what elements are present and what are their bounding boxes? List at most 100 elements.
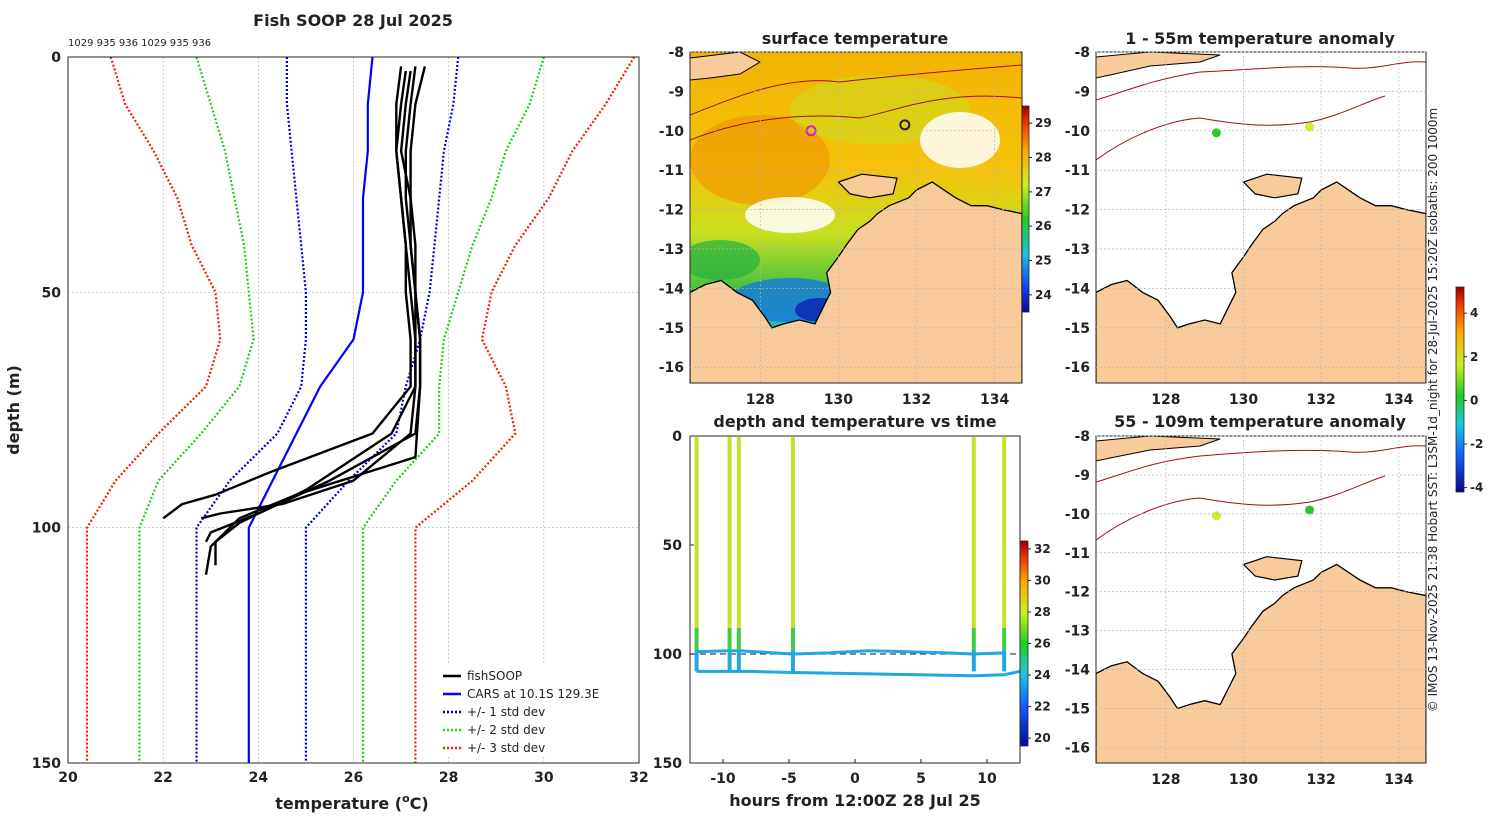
map-lat-tick-label: -12 [659, 203, 684, 219]
fishsoop-profile-5 [214, 66, 417, 566]
anom-deep-isobath-200 [1096, 475, 1386, 541]
sst-colorbar-label: 24 [1035, 288, 1052, 302]
cars-climatology-line [247, 57, 374, 763]
map-lon-tick-label: 128 [1151, 392, 1180, 408]
sst-cloud-patch-east [920, 112, 1000, 168]
anom-shallow-ticks: 128 130 132 134 -8 -9 -10 -11 -12 -13 -14 -15 -16 [1065, 45, 1426, 408]
depth-time-colorbar [1019, 540, 1029, 747]
sst-colorbar [1021, 105, 1030, 313]
anom-deep-land [1096, 563, 1426, 763]
map-lat-tick-label: -13 [659, 242, 684, 258]
depth-time-colorbar-label: 22 [1034, 700, 1051, 714]
profile-title: Fish SOOP 28 Jul 2025 [253, 11, 453, 30]
map-lon-tick-label: 130 [1229, 392, 1258, 408]
depth-time-colorbar-label: 24 [1034, 668, 1051, 682]
depth-time-ytick-label: 0 [672, 429, 682, 445]
profile-xtick-label: 26 [344, 770, 363, 786]
depth-time-colorbar-ticks: 20 22 24 26 28 30 32 [1028, 542, 1051, 745]
map-lon-tick-label: 134 [1384, 392, 1413, 408]
sst-map-panel: surface temperature 128 130 132 134 -8 -9 -10 -… [659, 29, 1052, 408]
map-lat-tick-label: -10 [1065, 124, 1091, 140]
std3-plus-line [414, 57, 636, 763]
depth-time-xtick-label: -10 [710, 771, 736, 787]
sst-land [690, 181, 1022, 383]
map-lat-tick-label: -11 [1065, 163, 1090, 179]
legend-label-std2: +/- 2 std dev [467, 723, 545, 737]
map-lat-tick-label: -11 [1065, 546, 1090, 562]
side-credit: © IMOS 13-Nov-2025 21:38 Hobart SST: L3S… [1426, 108, 1440, 712]
profile-top-labels: 1029 935 936 1029 935 936 [68, 38, 211, 49]
anom-colorbar-label: 4 [1470, 306, 1478, 320]
profile-legend: fishSOOP CARS at 10.1S 129.3E +/- 1 std … [437, 663, 633, 757]
map-island [1242, 556, 1303, 581]
fishsoop-profile-4 [162, 70, 412, 520]
anom-shallow-isobath-1000 [1096, 61, 1426, 101]
depth-time-xtick-label: 5 [916, 771, 926, 787]
depth-time-ytick-label: 150 [653, 756, 682, 772]
profile-grid [68, 57, 639, 763]
sst-cloud-patch [745, 197, 835, 233]
anom-deep-marker-west [1211, 511, 1221, 521]
anom-deep-panel: 55 - 109m temperature anomaly 128 130 132 1… [1065, 286, 1483, 788]
map-lat-tick-label: -14 [659, 281, 685, 297]
map-lat-tick-label: -9 [1074, 84, 1090, 100]
anom-shallow-isobath-200 [1096, 95, 1386, 161]
map-lon-tick-label: 128 [1151, 772, 1180, 788]
map-lat-tick-label: -10 [1065, 507, 1091, 523]
profile-axes-box [67, 56, 640, 764]
sst-isobath-200 [690, 95, 1022, 141]
map-lat-tick-label: -12 [1065, 203, 1090, 219]
std3-minus-line [85, 57, 222, 763]
legend-label-std1: +/- 1 std dev [467, 705, 545, 719]
depth-time-panel: depth and temperature vs time -10 -5 0 5 100… [653, 412, 1051, 810]
map-lat-tick-label: -12 [1065, 585, 1090, 601]
profile-xtick-label: 24 [249, 770, 269, 786]
profile-lines [85, 57, 636, 763]
legend-label-fishsoop: fishSOOP [467, 669, 522, 683]
legend-box [437, 663, 633, 757]
map-lat-tick-label: -16 [1065, 360, 1090, 376]
map-island [837, 173, 898, 199]
anom-colorbar-label: 0 [1470, 393, 1478, 407]
profile-xtick-label: 30 [534, 770, 554, 786]
depth-time-bg [690, 436, 1020, 763]
sst-ticks: 128 130 132 134 -8 -9 -10 -11 -12 -13 -14 -15 -16 [659, 45, 1022, 408]
std2-minus-line [138, 57, 255, 763]
sst-colorbar-ticks: 24 25 26 27 28 29 [1029, 116, 1052, 302]
map-lat-tick-label: -11 [659, 163, 684, 179]
sst-colorbar-label: 27 [1035, 185, 1052, 199]
anom-colorbar [1455, 286, 1465, 493]
anom-shallow-land [1096, 181, 1426, 383]
profile-ylabel: depth (m) [4, 365, 23, 455]
depth-time-colorbar-label: 26 [1034, 637, 1051, 651]
sst-map-title: surface temperature [762, 29, 949, 48]
anom-deep-ticks: 128 130 132 134 -8 -9 -10 -11 -12 -13 -14 -15 -16 [1065, 429, 1426, 788]
map-lat-tick-label: -9 [668, 84, 684, 100]
profile-panel: Fish SOOP 28 Jul 2025 1029 935 936 1029 … [4, 11, 649, 813]
std2-plus-line [361, 57, 545, 763]
anom-shallow-marker-west [1211, 128, 1221, 138]
map-lat-tick-label: -16 [1065, 740, 1090, 756]
sst-land-timor [690, 52, 762, 81]
map-lat-tick-label: -8 [1074, 429, 1090, 445]
depth-time-marks [690, 437, 1020, 678]
depth-time-colorbar-label: 20 [1034, 731, 1051, 745]
anom-shallow-panel: 1 - 55m temperature anomaly 128 130 132 134… [1065, 29, 1427, 408]
profile-ticks: 20 22 24 26 28 30 32 0 50 100 150 [32, 50, 649, 786]
map-lon-tick-label: 132 [1307, 392, 1336, 408]
map-lon-tick-label: 130 [1229, 772, 1258, 788]
depth-time-xtick-label: -5 [781, 771, 797, 787]
profile-ytick-label: 100 [32, 521, 61, 537]
map-lat-tick-label: -8 [668, 45, 684, 61]
anom-colorbar-label: -2 [1470, 437, 1483, 451]
depth-time-bottom-track [696, 649, 1005, 656]
map-lon-tick-label: 128 [746, 392, 775, 408]
depth-time-ytick-label: 100 [653, 647, 682, 663]
anom-colorbar-ticks: -4 -2 0 2 4 [1464, 306, 1483, 495]
anom-shallow-marker-east [1305, 122, 1315, 132]
legend-label-std3: +/- 3 std dev [467, 741, 545, 755]
map-lat-tick-label: -14 [1065, 281, 1091, 297]
depth-time-xlabel: hours from 12:00Z 28 Jul 25 [729, 791, 980, 810]
